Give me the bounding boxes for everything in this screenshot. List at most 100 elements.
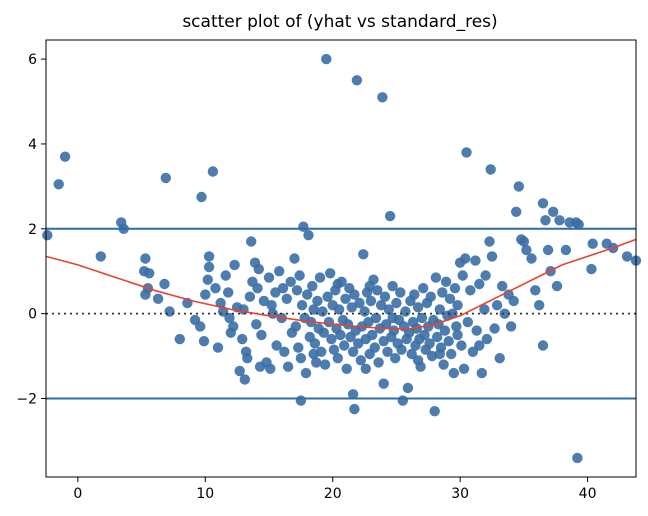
data-point: [491, 300, 503, 311]
data-point: [290, 321, 301, 332]
data-point: [95, 251, 107, 262]
data-point: [518, 236, 530, 247]
data-point: [432, 331, 443, 343]
data-point: [494, 353, 505, 364]
data-point: [474, 278, 485, 290]
data-point: [379, 291, 391, 302]
data-point: [485, 164, 496, 175]
data-point: [358, 249, 369, 260]
data-point: [440, 276, 452, 287]
data-point: [342, 319, 354, 330]
data-point: [309, 338, 321, 349]
data-point: [347, 346, 359, 357]
data-point: [470, 255, 481, 266]
data-point: [355, 355, 366, 366]
data-point: [373, 357, 384, 368]
data-point: [425, 291, 436, 302]
data-point: [404, 327, 415, 338]
data-point: [359, 306, 370, 317]
data-point: [429, 406, 440, 417]
data-point: [312, 295, 323, 307]
data-point: [253, 263, 264, 275]
data-point: [349, 403, 360, 415]
data-point: [174, 333, 185, 345]
data-point: [333, 304, 345, 315]
data-point: [372, 285, 383, 296]
plot-frame: [45, 39, 637, 478]
data-point: [460, 253, 471, 264]
data-point: [548, 206, 559, 217]
data-point: [346, 302, 357, 313]
data-point: [446, 348, 457, 360]
data-point: [223, 287, 234, 298]
data-point: [452, 300, 463, 311]
data-point: [382, 346, 393, 357]
data-point: [195, 321, 206, 332]
y-tick-label: 6: [28, 52, 37, 68]
data-point: [434, 348, 445, 360]
data-point: [242, 353, 253, 364]
data-point: [347, 389, 359, 400]
data-point: [140, 253, 151, 264]
data-point: [285, 276, 296, 287]
data-point: [586, 263, 597, 275]
data-point: [339, 340, 350, 351]
data-point: [412, 302, 424, 313]
data-point: [212, 342, 224, 353]
data-point: [481, 333, 493, 345]
data-point: [411, 323, 422, 334]
data-point: [318, 327, 329, 338]
data-point: [140, 289, 151, 300]
y-tick-label: 4: [28, 137, 37, 153]
data-point: [499, 308, 510, 319]
data-point: [340, 293, 351, 304]
data-point: [439, 325, 451, 336]
data-point: [448, 367, 459, 379]
data-point: [400, 306, 411, 317]
data-point: [360, 363, 371, 374]
x-tick-label: 30: [451, 486, 469, 502]
data-point: [452, 329, 463, 341]
data-point: [263, 272, 275, 283]
data-point: [258, 295, 270, 307]
data-point: [349, 289, 360, 300]
data-point: [266, 300, 277, 311]
data-point: [449, 283, 461, 294]
data-point: [476, 367, 487, 379]
data-point: [53, 179, 64, 190]
data-point: [409, 289, 420, 300]
data-point: [237, 333, 248, 345]
lowess-line: [45, 238, 637, 330]
data-point: [159, 278, 170, 290]
plot-area: [42, 53, 642, 464]
data-point: [370, 312, 382, 324]
data-point: [254, 361, 266, 372]
data-point: [526, 253, 537, 264]
data-point: [215, 297, 226, 309]
data-point: [537, 340, 549, 351]
data-point: [353, 338, 364, 349]
data-point: [341, 363, 352, 374]
data-point: [484, 236, 495, 247]
data-point: [332, 278, 343, 290]
data-point: [270, 287, 281, 298]
x-tick-label: 0: [73, 486, 82, 502]
data-point: [434, 304, 445, 315]
data-point: [144, 268, 155, 279]
data-point: [314, 272, 326, 283]
data-point: [265, 363, 276, 374]
data-point: [451, 321, 462, 332]
data-point: [365, 295, 377, 307]
y-tick-label: −2: [16, 392, 37, 408]
data-point: [351, 75, 363, 86]
data-point: [419, 329, 430, 341]
data-point: [308, 348, 319, 360]
data-point: [621, 251, 633, 262]
data-point: [513, 181, 524, 192]
data-point: [387, 280, 398, 292]
data-point: [540, 215, 551, 226]
data-point: [308, 304, 319, 315]
data-point: [246, 236, 257, 247]
data-point: [388, 325, 400, 336]
y-tick-label: 2: [28, 222, 37, 238]
